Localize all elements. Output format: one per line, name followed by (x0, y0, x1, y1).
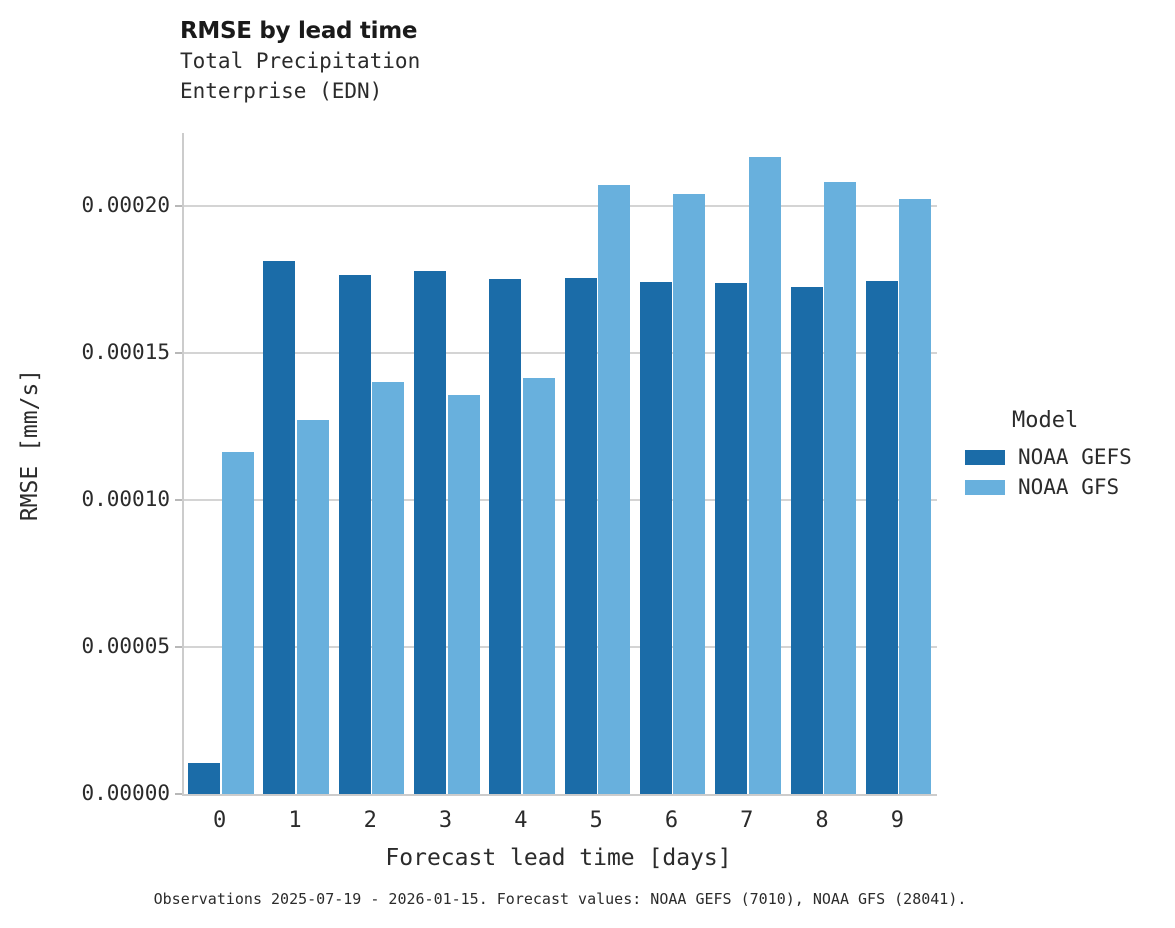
x-tick-label: 2 (363, 808, 377, 833)
chart-subtitle-variable: Total Precipitation (180, 49, 421, 73)
bar-group (862, 133, 937, 794)
x-tick-label: 0 (213, 808, 227, 833)
y-tick-label: 0.00000 (81, 781, 170, 805)
bar-group (410, 133, 485, 794)
x-tick-label: 9 (890, 808, 904, 833)
bar-noaa-gfs-lead-3[interactable] (447, 395, 480, 794)
x-axis-title: Forecast lead time [days] (385, 845, 732, 871)
legend-swatch (965, 479, 1005, 495)
legend-title: Model (1012, 408, 1079, 433)
bar-noaa-gefs-lead-8[interactable] (790, 286, 823, 794)
y-tick-mark (175, 646, 182, 649)
bar-noaa-gefs-lead-7[interactable] (715, 283, 748, 794)
bar-group (711, 133, 786, 794)
y-tick-label: 0.00010 (81, 487, 170, 512)
x-tick-label: 1 (288, 808, 302, 833)
bar-group (636, 133, 711, 794)
chart-title: RMSE by lead time (180, 18, 418, 44)
bar-noaa-gefs-lead-6[interactable] (639, 281, 672, 794)
y-tick-label: 0.00020 (81, 193, 170, 218)
bar-group (485, 133, 560, 794)
y-tick-label: 0.00015 (81, 340, 170, 365)
x-tick-label: 6 (664, 808, 679, 833)
footer-note: Observations 2025-07-19 - 2026-01-15. Fo… (153, 890, 967, 908)
bar-noaa-gfs-lead-8[interactable] (824, 181, 857, 794)
x-tick-label: 5 (589, 808, 603, 833)
y-tick-mark (175, 793, 182, 795)
bar-noaa-gfs-lead-7[interactable] (748, 157, 781, 794)
x-tick-label: 8 (815, 808, 829, 833)
y-tick-mark (175, 205, 182, 208)
bar-noaa-gfs-lead-1[interactable] (296, 420, 329, 794)
title-block: RMSE by lead time Total Precipitation En… (180, 16, 940, 106)
y-tick-mark (175, 499, 182, 502)
y-tick-label: 0.00005 (81, 634, 170, 659)
x-axis-tick-labels: 0 1 2 3 4 5 6 7 8 9 (182, 808, 935, 840)
bar-noaa-gfs-lead-5[interactable] (598, 185, 631, 794)
bar-noaa-gfs-lead-9[interactable] (899, 199, 932, 794)
bar-group (786, 133, 861, 794)
x-tick-label: 7 (740, 808, 754, 833)
legend-label: NOAA GEFS (1018, 445, 1132, 469)
bar-noaa-gefs-lead-3[interactable] (414, 270, 447, 794)
gridline (184, 646, 937, 649)
bar-group (259, 133, 334, 794)
plot-area (182, 133, 937, 796)
x-tick-label: 4 (514, 808, 528, 833)
bar-noaa-gfs-lead-2[interactable] (372, 382, 405, 794)
y-axis-tick-marks (0, 133, 182, 795)
plot-inner (184, 133, 937, 794)
bar-noaa-gefs-lead-5[interactable] (564, 278, 597, 794)
legend-swatch (965, 449, 1005, 465)
bar-noaa-gfs-lead-6[interactable] (673, 193, 706, 794)
chart-subtitle-location: Enterprise (EDN) (180, 79, 383, 103)
bar-group (335, 133, 410, 794)
gridline (184, 352, 937, 355)
x-tick-label: 3 (438, 808, 453, 833)
y-tick-mark (175, 352, 182, 355)
bar-noaa-gfs-lead-4[interactable] (522, 378, 555, 794)
y-axis-title: RMSE [mm/s] (17, 368, 43, 522)
bar-noaa-gefs-lead-9[interactable] (865, 280, 898, 794)
legend-items: NOAA GEFS NOAA GFS (965, 442, 1175, 502)
legend-label: NOAA GFS (1018, 475, 1120, 499)
bar-noaa-gefs-lead-2[interactable] (338, 275, 371, 794)
legend-item-noaa-gefs[interactable]: NOAA GEFS (965, 442, 1175, 472)
bar-noaa-gefs-lead-4[interactable] (489, 279, 522, 794)
bar-noaa-gfs-lead-0[interactable] (221, 452, 254, 794)
bar-noaa-gefs-lead-0[interactable] (188, 762, 221, 794)
gridline (184, 499, 937, 502)
y-axis-tick-labels: 0.00000 0.00005 0.00010 0.00015 0.00020 (24, 133, 170, 805)
legend: Model NOAA GEFS NOAA GFS (965, 408, 1175, 502)
gridline (184, 205, 937, 208)
bar-group (561, 133, 636, 794)
bar-group (184, 133, 259, 794)
bar-noaa-gefs-lead-1[interactable] (263, 260, 296, 794)
legend-item-noaa-gfs[interactable]: NOAA GFS (965, 472, 1175, 502)
